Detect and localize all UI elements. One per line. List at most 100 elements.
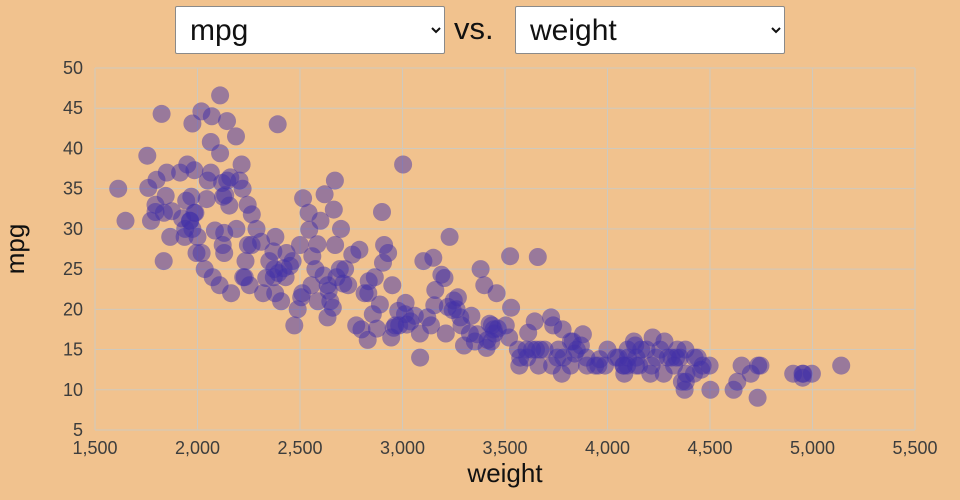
data-point <box>435 269 454 287</box>
data-point <box>655 332 674 351</box>
y-axis-label: mpg <box>0 224 30 275</box>
data-point <box>332 219 350 238</box>
data-point <box>272 292 291 311</box>
y-tick-label: 45 <box>63 98 83 118</box>
data-point <box>326 236 345 254</box>
data-point <box>154 252 173 271</box>
data-point <box>315 185 334 204</box>
data-point <box>220 196 239 215</box>
data-point <box>161 227 180 246</box>
x-tick-label: 5,000 <box>790 438 835 458</box>
data-point <box>502 298 521 317</box>
data-point <box>197 190 216 209</box>
x-tick-label: 4,000 <box>585 438 630 458</box>
y-tick-label: 35 <box>63 179 83 199</box>
x-tick-label: 1,500 <box>72 438 117 458</box>
data-point <box>367 319 386 338</box>
data-point <box>336 260 355 279</box>
data-point <box>116 211 135 230</box>
data-point <box>285 316 304 335</box>
data-point <box>233 179 252 198</box>
data-point <box>487 284 506 303</box>
data-point <box>252 232 271 251</box>
data-point <box>365 268 384 287</box>
data-point <box>242 205 261 224</box>
data-point <box>525 312 544 331</box>
data-point <box>422 316 440 335</box>
x-tick-label: 2,000 <box>175 438 220 458</box>
y-tick-label: 30 <box>63 219 83 239</box>
data-point <box>440 227 459 246</box>
data-point <box>138 146 157 165</box>
data-point <box>573 325 592 344</box>
data-point <box>232 155 251 174</box>
x-tick-label: 4,500 <box>687 438 732 458</box>
data-point <box>222 284 241 303</box>
y-variable-select[interactable]: mpg <box>175 6 445 54</box>
data-point <box>182 187 201 206</box>
y-tick-label: 20 <box>63 299 83 319</box>
data-point <box>701 380 720 399</box>
x-tick-label: 5,500 <box>892 438 937 458</box>
x-variable-select[interactable]: weight <box>515 6 785 54</box>
data-point <box>751 356 770 375</box>
y-tick-label: 5 <box>73 420 83 440</box>
y-tick-label: 40 <box>63 138 83 158</box>
tick-label-layer: 1,500 2,000 2,500 3,000 3,500 4,000 4,500 5,000… <box>63 58 938 458</box>
y-tick-label: 25 <box>63 259 83 279</box>
data-point <box>202 107 221 126</box>
data-point <box>283 252 302 271</box>
data-point <box>291 236 309 254</box>
data-point <box>373 203 391 221</box>
vs-label: vs. <box>454 11 494 46</box>
data-point <box>268 115 287 134</box>
data-point <box>471 260 490 279</box>
data-point <box>266 227 285 246</box>
data-point <box>323 298 342 317</box>
data-point <box>350 240 369 259</box>
data-point <box>339 276 358 295</box>
data-point <box>462 306 481 325</box>
data-point <box>294 189 313 208</box>
data-point <box>157 163 176 182</box>
data-point <box>211 86 230 105</box>
x-axis-label: weight <box>466 458 543 488</box>
x-tick-label: 2,500 <box>277 438 322 458</box>
data-point <box>370 295 389 314</box>
y-tick-label: 10 <box>63 380 83 400</box>
data-point <box>832 356 851 375</box>
data-point <box>218 112 236 131</box>
data-point <box>185 161 204 180</box>
data-point <box>379 244 398 262</box>
data-point <box>186 203 205 222</box>
data-point <box>700 356 719 375</box>
data-point <box>308 235 327 254</box>
data-point <box>448 288 467 307</box>
data-point <box>396 293 415 312</box>
data-point <box>748 388 767 407</box>
data-point <box>201 163 220 182</box>
data-point <box>264 242 283 261</box>
data-point <box>436 324 455 343</box>
data-point <box>311 211 330 230</box>
data-point <box>156 186 175 205</box>
data-point <box>501 247 520 266</box>
data-point-layer <box>109 86 851 407</box>
data-point <box>425 296 444 315</box>
data-point <box>325 171 344 190</box>
data-point <box>424 248 443 267</box>
data-point <box>227 127 245 146</box>
data-point <box>411 348 430 367</box>
data-point <box>529 356 548 375</box>
data-point <box>802 364 821 383</box>
y-tick-label: 50 <box>63 58 83 78</box>
data-point <box>188 227 207 246</box>
data-point <box>240 276 259 295</box>
data-point <box>324 200 343 219</box>
data-point <box>211 144 230 163</box>
data-point <box>394 155 413 174</box>
data-point <box>302 276 321 295</box>
x-tick-label: 3,000 <box>380 438 425 458</box>
